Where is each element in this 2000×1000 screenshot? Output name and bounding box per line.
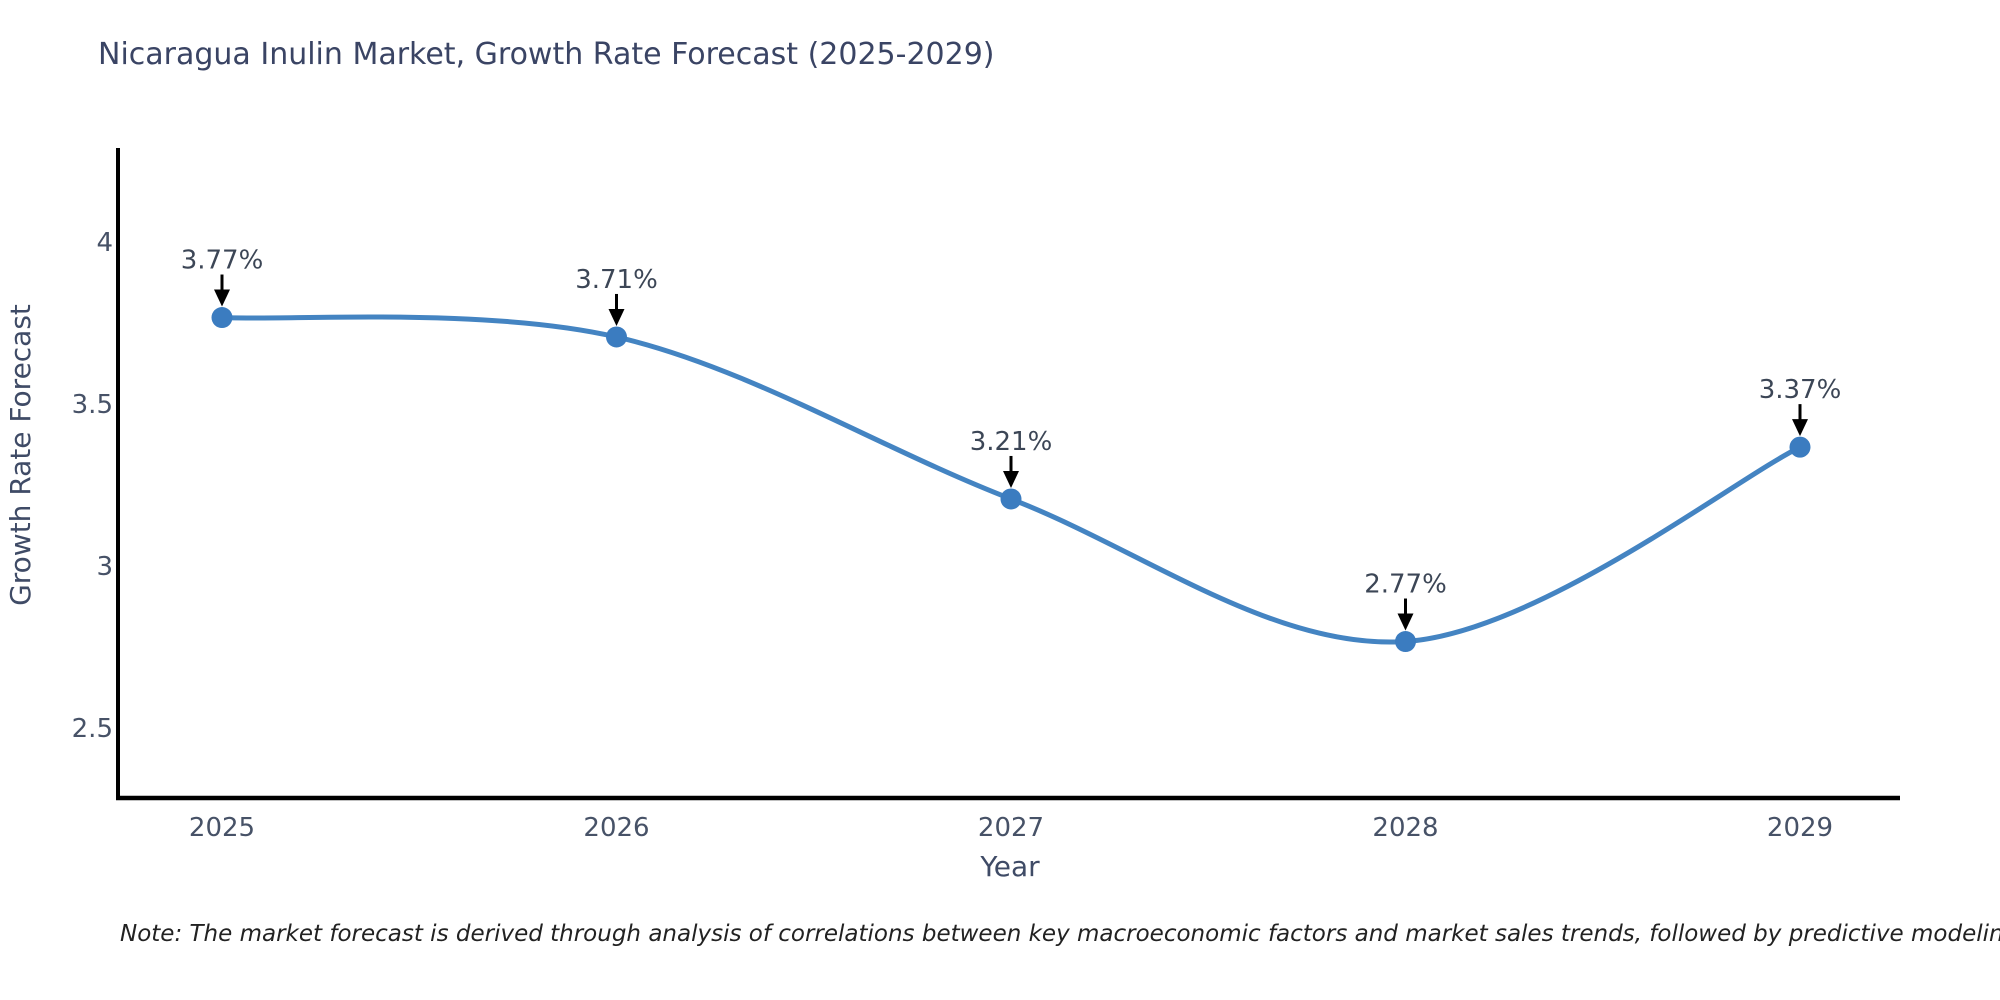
x-tick-label: 2029 [1767,813,1833,843]
x-axis-ticks: 2025 2026 2027 2028 2029 [189,813,1833,843]
annotation-arrowhead-icon [1397,613,1414,631]
y-tick-label: 2.5 [72,714,113,744]
y-axis-label: Growth Rate Forecast [4,304,37,606]
value-annotation: 3.71% [575,265,658,295]
value-annotation: 2.77% [1364,570,1447,600]
x-tick-label: 2026 [583,813,649,843]
annotation-arrowhead-icon [1003,470,1019,488]
footnote: Note: The market forecast is derived thr… [120,921,2000,947]
annotation-arrowhead-icon [1792,419,1808,437]
data-point-marker [211,307,233,329]
x-tick-label: 2025 [189,813,255,843]
y-axis-ticks: 4 3.5 3 2.5 [72,228,113,744]
chart-title: Nicaragua Inulin Market, Growth Rate For… [98,37,995,72]
annotation-arrowhead-icon [608,308,625,326]
y-tick-label: 3 [96,552,113,582]
data-point-marker [1789,436,1811,458]
forecast-line-series [211,307,1811,653]
point-annotations: 3.77% 3.71% 3.21% 2.77% 3.37% [181,246,1842,631]
data-point-marker [1395,631,1416,653]
value-annotation: 3.37% [1759,375,1842,405]
annotation-arrowhead-icon [214,289,230,307]
data-point-marker [1000,488,1022,510]
y-tick-label: 4 [96,228,113,258]
value-annotation: 3.21% [970,427,1053,457]
x-tick-label: 2027 [978,813,1044,843]
axis-spines [116,148,1900,801]
y-tick-label: 3.5 [72,390,113,420]
data-point-marker [606,326,627,348]
x-axis-label: Year [979,850,1040,883]
x-tick-label: 2028 [1372,813,1438,843]
value-annotation: 3.77% [181,246,264,276]
